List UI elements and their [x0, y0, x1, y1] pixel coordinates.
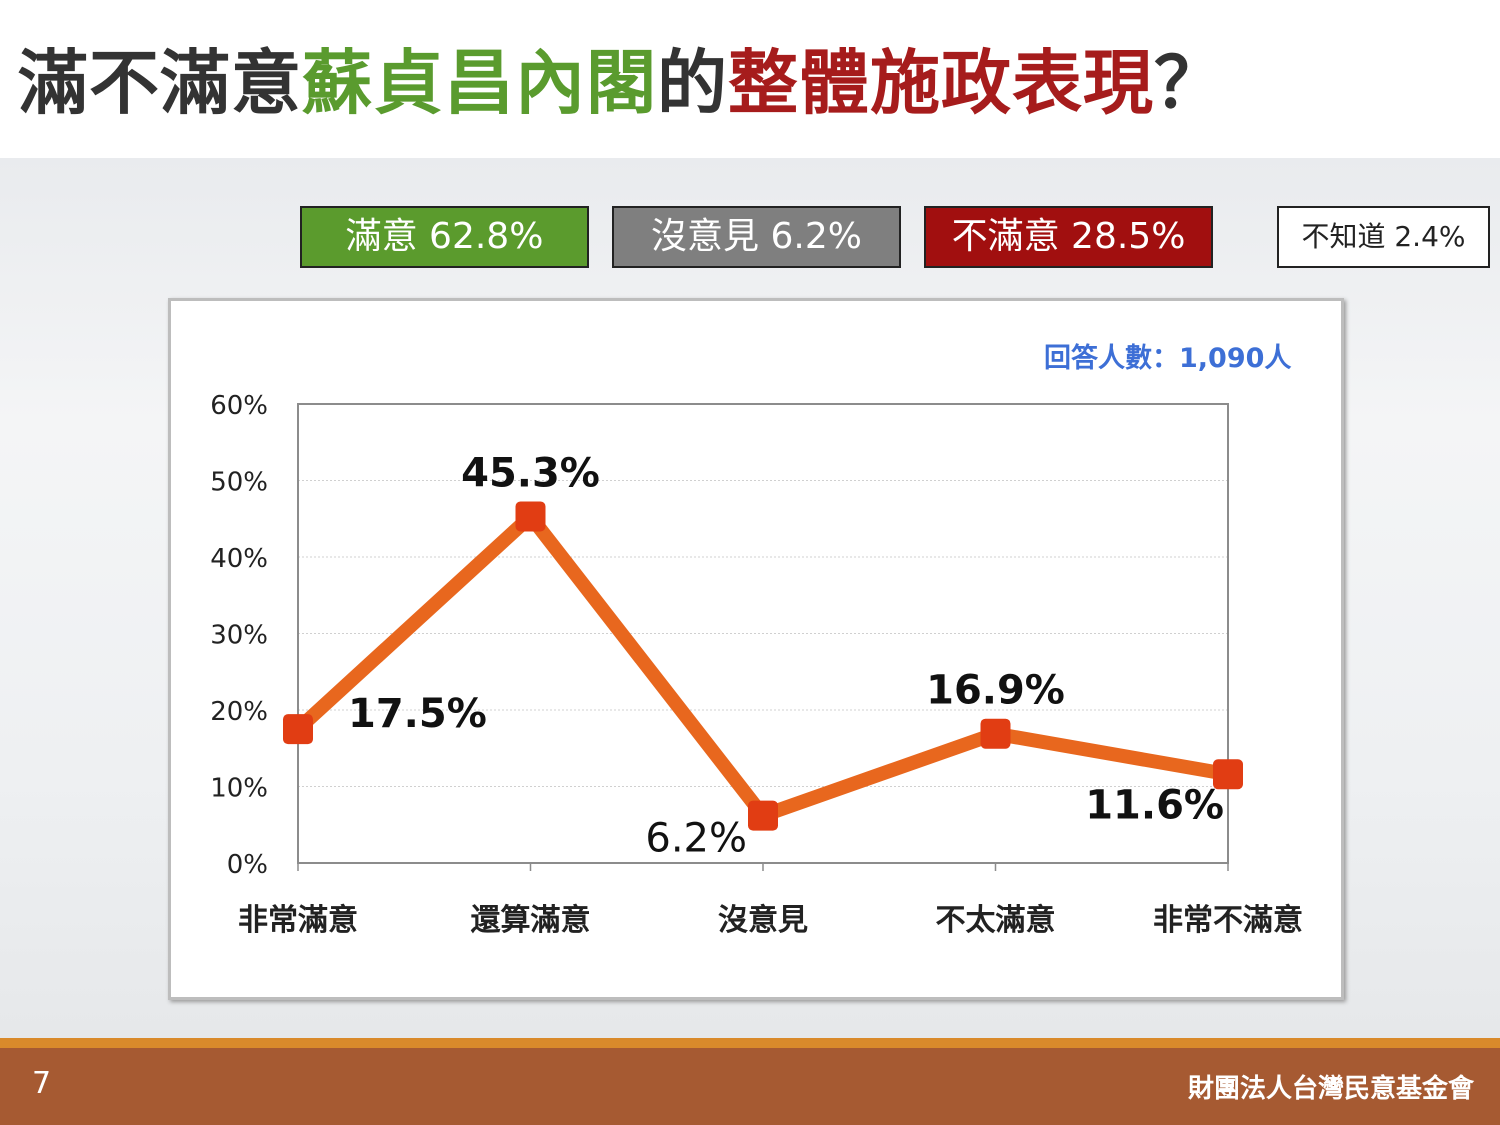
page-number: 7 [32, 1066, 52, 1101]
x-tick-label: 不太滿意 [936, 903, 1056, 938]
legend-dissatisfied: 不滿意 28.5% [924, 206, 1213, 268]
x-tick-label: 還算滿意 [471, 903, 591, 938]
x-tick-label: 非常滿意 [238, 903, 358, 938]
data-label: 45.3% [461, 450, 600, 496]
title-part-2: 蘇貞昌內閣 [302, 42, 657, 124]
data-point [283, 714, 313, 745]
y-tick-label: 50% [210, 468, 268, 498]
data-label: 11.6% [1085, 782, 1224, 828]
y-tick-label: 60% [210, 391, 268, 421]
series-line [291, 506, 1235, 824]
organization-name: 財團法人台灣民意基金會 [1187, 1074, 1474, 1104]
data-point [748, 800, 778, 831]
legend-no-opinion: 沒意見 6.2% [612, 206, 901, 268]
legend-satisfied: 滿意 62.8% [300, 206, 589, 268]
footer-accent-line [0, 1038, 1500, 1048]
data-label: 6.2% [645, 816, 747, 862]
data-point [980, 718, 1011, 749]
respondent-count: 回答人數：1,090人 [1044, 343, 1292, 374]
title-part-1: 滿不滿意 [18, 42, 302, 124]
y-tick-label: 0% [227, 850, 268, 880]
data-label: 17.5% [348, 691, 487, 737]
legend-dont-know: 不知道 2.4% [1277, 206, 1490, 268]
y-tick-label: 40% [210, 544, 268, 574]
slide-title: 滿不滿意蘇貞昌內閣的整體施政表現？ [18, 38, 1225, 128]
y-tick-label: 20% [210, 697, 268, 727]
title-part-4: 整體施政表現 [728, 42, 1154, 124]
x-tick-label: 非常不滿意 [1153, 903, 1303, 938]
y-tick-label: 30% [210, 621, 268, 651]
data-point [1213, 759, 1243, 790]
y-tick-label: 10% [210, 774, 268, 804]
chart-frame [168, 298, 1344, 1000]
title-part-5: ？ [1154, 42, 1225, 124]
title-bar: 滿不滿意蘇貞昌內閣的整體施政表現？ [0, 0, 1500, 158]
title-part-3: 的 [657, 42, 728, 124]
footer-bar: 7 財團法人台灣民意基金會 [0, 1048, 1500, 1125]
data-label: 16.9% [926, 668, 1065, 714]
x-tick-label: 沒意見 [718, 903, 808, 938]
data-point [515, 501, 546, 532]
